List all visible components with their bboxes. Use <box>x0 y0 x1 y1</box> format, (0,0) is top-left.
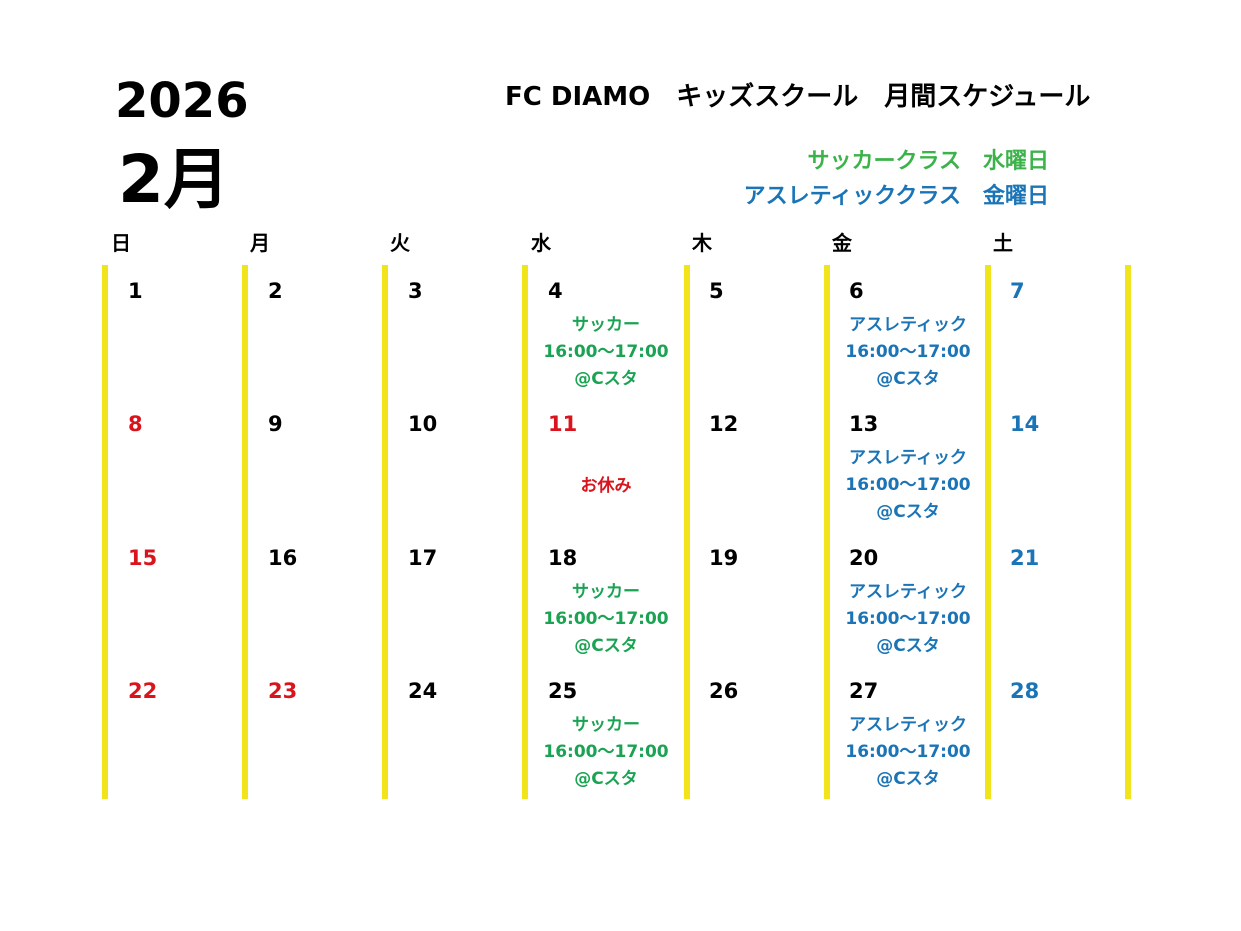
day-number: 12 <box>709 412 739 436</box>
event-place: @Cスタ <box>876 502 940 522</box>
event-time: 16:00～17:00 <box>845 742 971 762</box>
column-divider <box>985 265 991 799</box>
day-number: 3 <box>408 279 423 303</box>
day-number: 27 <box>849 679 879 703</box>
day-number-saturday: 28 <box>1010 679 1040 703</box>
day-number-saturday: 21 <box>1010 546 1040 570</box>
day-number-sunday: 8 <box>128 412 143 436</box>
event-athletic: アスレティック 16:00～17:00 @Cスタ <box>838 579 978 660</box>
weekday-sat: 土 <box>993 231 1013 255</box>
day-number-sunday: 22 <box>128 679 158 703</box>
column-divider <box>102 265 108 799</box>
day-number: 25 <box>548 679 578 703</box>
event-time: 16:00～17:00 <box>845 475 971 495</box>
day-number: 6 <box>849 279 864 303</box>
event-time: 16:00～17:00 <box>543 742 669 762</box>
day-number: 4 <box>548 279 563 303</box>
event-place: @Cスタ <box>574 769 638 789</box>
day-number: 2 <box>268 279 283 303</box>
class-legend: サッカークラス 水曜日 アスレティッククラス 金曜日 <box>744 144 1049 214</box>
column-divider <box>242 265 248 799</box>
event-place: @Cスタ <box>876 769 940 789</box>
day-number: 26 <box>709 679 739 703</box>
event-name: サッカー <box>572 582 640 602</box>
day-number-holiday: 23 <box>268 679 298 703</box>
day-number: 24 <box>408 679 438 703</box>
event-time: 16:00～17:00 <box>845 342 971 362</box>
day-number: 5 <box>709 279 724 303</box>
day-number-sunday: 15 <box>128 546 158 570</box>
event-off: お休み <box>580 476 632 496</box>
column-divider <box>824 265 830 799</box>
day-number: 10 <box>408 412 438 436</box>
weekday-sun: 日 <box>111 231 131 255</box>
day-number: 13 <box>849 412 879 436</box>
event-place: @Cスタ <box>574 369 638 389</box>
day-number-holiday: 11 <box>548 412 578 436</box>
event-time: 16:00～17:00 <box>543 609 669 629</box>
event-name: アスレティック <box>849 715 967 735</box>
event-name: サッカー <box>572 315 640 335</box>
weekday-mon: 月 <box>250 231 270 255</box>
weekday-fri: 金 <box>832 231 852 255</box>
day-number: 18 <box>548 546 578 570</box>
event-athletic: アスレティック 16:00～17:00 @Cスタ <box>838 312 978 393</box>
weekday-wed: 水 <box>531 231 551 255</box>
day-number: 1 <box>128 279 143 303</box>
event-soccer: サッカー 16:00～17:00 @Cスタ <box>536 312 676 393</box>
event-soccer: サッカー 16:00～17:00 @Cスタ <box>536 579 676 660</box>
day-number-saturday: 14 <box>1010 412 1040 436</box>
day-number-saturday: 7 <box>1010 279 1025 303</box>
event-place: @Cスタ <box>876 369 940 389</box>
day-number: 17 <box>408 546 438 570</box>
day-number: 16 <box>268 546 298 570</box>
event-name: アスレティック <box>849 315 967 335</box>
column-divider <box>382 265 388 799</box>
event-name: サッカー <box>572 715 640 735</box>
event-time: 16:00～17:00 <box>543 342 669 362</box>
page-title: FC DIAMO キッズスクール 月間スケジュール <box>505 82 1091 112</box>
month: 2月 <box>118 141 230 218</box>
legend-soccer: サッカークラス 水曜日 <box>807 149 1049 174</box>
column-divider <box>684 265 690 799</box>
event-soccer: サッカー 16:00～17:00 @Cスタ <box>536 712 676 793</box>
day-number: 19 <box>709 546 739 570</box>
event-name: アスレティック <box>849 448 967 468</box>
day-number: 20 <box>849 546 879 570</box>
event-place: @Cスタ <box>876 636 940 656</box>
event-athletic: アスレティック 16:00～17:00 @Cスタ <box>838 712 978 793</box>
event-place: @Cスタ <box>574 636 638 656</box>
column-divider <box>522 265 528 799</box>
year: 2026 <box>115 73 249 129</box>
column-divider <box>1125 265 1131 799</box>
weekday-thu: 木 <box>692 231 712 255</box>
weekday-tue: 火 <box>390 231 410 255</box>
event-athletic: アスレティック 16:00～17:00 @Cスタ <box>838 445 978 526</box>
event-name: アスレティック <box>849 582 967 602</box>
legend-athletic: アスレティッククラス 金曜日 <box>743 184 1049 209</box>
day-number: 9 <box>268 412 283 436</box>
event-time: 16:00～17:00 <box>845 609 971 629</box>
